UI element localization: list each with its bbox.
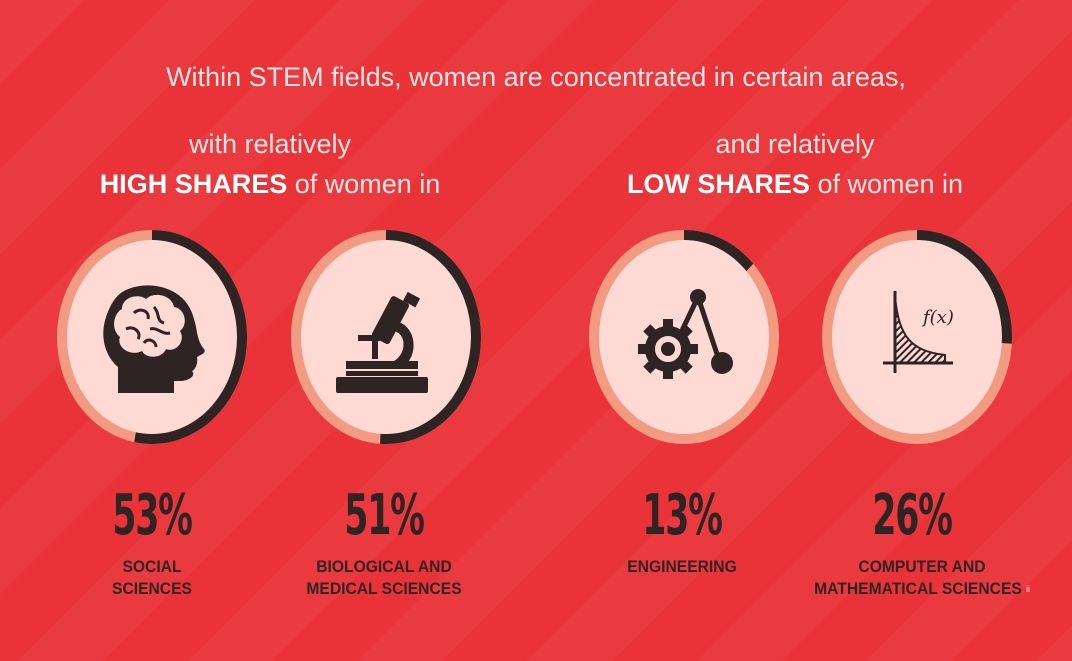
low-shares-rest: of women in — [817, 169, 964, 199]
ring-inner — [832, 240, 1002, 434]
high-shares-strong: HIGH SHARES — [99, 169, 288, 199]
engineering-ring — [584, 225, 784, 450]
high-shares-rest: of women in — [294, 169, 441, 199]
label-line: COMPUTER AND — [858, 557, 986, 576]
label-line: ENGINEERING — [627, 557, 737, 576]
high-shares-subhead: with relatively HIGH SHARES of women in — [60, 124, 480, 204]
label-line: SCIENCES — [112, 579, 192, 598]
computer-math-sciences-percent: 26% — [872, 483, 953, 548]
label-line: MATHEMATICAL SCIENCES — [814, 579, 1022, 598]
low-shares-subhead: and relatively LOW SHARES of women in — [585, 124, 1005, 204]
biological-sciences-ring — [286, 225, 486, 450]
headline: Within STEM fields, women are concentrat… — [166, 62, 906, 92]
high-shares-line2: HIGH SHARES of women in — [60, 164, 480, 204]
label-line: MEDICAL SCIENCES — [306, 579, 462, 598]
computer-math-sciences-ring: f(x) — [817, 225, 1017, 450]
label-line-with-footnote: MATHEMATICAL SCIENCES ii — [793, 578, 1051, 600]
computer-math-sciences-label: COMPUTER AND MATHEMATICAL SCIENCES ii — [793, 556, 1051, 600]
biological-sciences-donut — [291, 230, 482, 444]
social-sciences-ring — [52, 225, 252, 450]
label-line: BIOLOGICAL AND — [316, 557, 452, 576]
function-graph-icon: f(x) — [883, 291, 954, 373]
function-label: f(x) — [921, 307, 954, 328]
footnote-marker: ii — [1026, 584, 1030, 594]
engineering-label: ENGINEERING — [562, 556, 801, 578]
low-shares-line2: LOW SHARES of women in — [585, 164, 1005, 204]
high-shares-line1: with relatively — [188, 129, 352, 159]
low-shares-line1: and relatively — [715, 129, 875, 159]
social-sciences-percent: 53% — [112, 483, 193, 548]
gear-wrench-icon — [638, 289, 733, 379]
computer-math-sciences-donut: f(x) — [822, 230, 1012, 444]
biological-sciences-label: BIOLOGICAL AND MEDICAL SCIENCES — [264, 556, 503, 600]
engineering-percent: 13% — [642, 483, 723, 548]
social-sciences-donut — [57, 230, 247, 444]
biological-sciences-percent: 51% — [344, 483, 425, 548]
head-brain-icon — [103, 285, 205, 393]
social-sciences-label: SOCIAL SCIENCES — [32, 556, 271, 600]
label-line: SOCIAL — [122, 557, 182, 576]
low-shares-strong: LOW SHARES — [626, 169, 810, 199]
engineering-donut — [589, 230, 779, 444]
microscope-icon — [336, 291, 428, 393]
